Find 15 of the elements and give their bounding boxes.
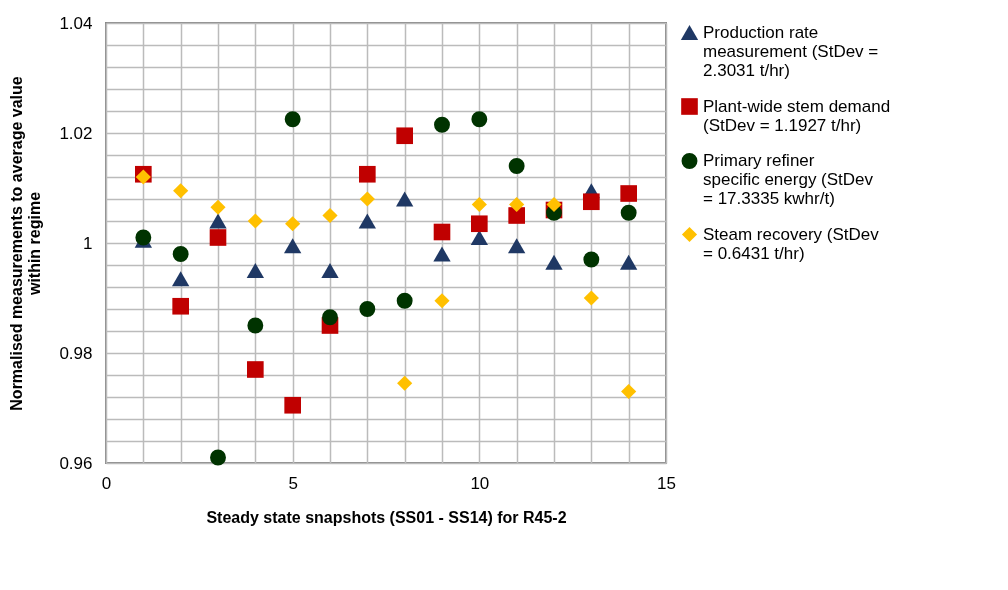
y-tick-label: 1.04 [59, 13, 93, 33]
x-tick-label: 10 [470, 473, 490, 493]
legend-label: Steam recovery (StDev = 0.6431 t/hr) [703, 224, 880, 263]
x-axis-title: Steady state snapshots (SS01 - SS14) for R45-2 [206, 508, 567, 526]
legend-label: Production rate measurement (StDev = 2.3031 t/hr) [703, 22, 879, 80]
x-tick-label: 15 [657, 473, 676, 493]
legend-label: Plant-wide stem demand (StDev = 1.1927 t/hr) [703, 96, 891, 135]
y-axis-title: Normalised measurements to average value within regime [8, 76, 44, 411]
x-tick-label: 0 [101, 473, 112, 493]
y-tick-label: 1 [83, 233, 93, 253]
x-tick-label: 5 [288, 473, 298, 493]
legend-label: Primary refiner specific energy (StDev = 17.3335 kwhr/t) [703, 151, 874, 208]
y-tick-label: 0.98 [59, 343, 93, 363]
y-tick-label: 1.02 [59, 123, 93, 143]
y-tick-label: 0.96 [59, 453, 93, 473]
